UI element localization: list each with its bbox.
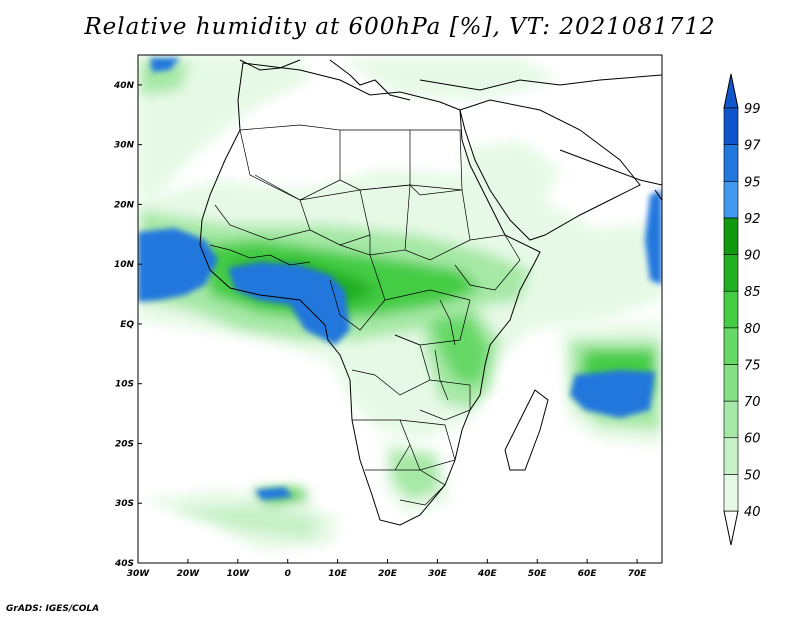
lon-tick-label: 30E [428, 569, 448, 579]
longitude-axis: 30W 20W 10W 0 10E 20E 30E 40E 50E 60E 70E [127, 559, 647, 579]
colorbar-segment [723, 180, 739, 219]
latitude-axis: 40N 30N 20N 10N EQ 10S 20S 30S 40S [113, 81, 142, 569]
map-title: Relative humidity at 600hPa [%], VT: 202… [84, 14, 716, 40]
colorbar-label: 97 [744, 139, 761, 154]
colorbar-label: 40 [744, 505, 761, 520]
colorbar-segment [723, 400, 739, 439]
colorbar-label: 80 [744, 322, 761, 337]
country-borders [209, 124, 521, 506]
colorbar-low-triangle [723, 510, 739, 546]
colorbar-label: 90 [744, 249, 761, 264]
lon-tick-label: 60E [578, 569, 598, 579]
lon-tick-label: 0 [285, 569, 291, 579]
lon-tick-label: 40E [477, 569, 498, 579]
lat-tick-label: 40N [113, 81, 135, 91]
lon-tick-label: 20E [378, 569, 398, 579]
colorbar-segment [723, 364, 739, 402]
colorbar-segment [723, 327, 739, 365]
plot-frame [137, 54, 663, 564]
lon-tick-label: 70E [628, 569, 648, 579]
lon-tick-label: 50E [528, 569, 548, 579]
lat-tick-label: 20N [114, 200, 135, 210]
colorbar-segment [723, 437, 739, 475]
lon-tick-label: 30W [127, 569, 151, 579]
lat-tick-label: 30N [114, 141, 135, 151]
colorbar-label: 85 [744, 285, 761, 300]
lat-tick-label: EQ [120, 320, 134, 330]
lat-tick-label: 10N [114, 260, 135, 270]
colorbar-label: 60 [744, 432, 761, 447]
colorbar-label: 50 [744, 468, 761, 483]
colorbar-label: 70 [744, 395, 761, 410]
lon-tick-label: 10W [227, 569, 251, 579]
colorbar-high-triangle [723, 73, 739, 109]
lat-tick-label: 30S [115, 499, 134, 509]
colorbar-segment [723, 474, 739, 512]
lat-tick-label: 40S [114, 559, 134, 569]
humidity-field [138, 55, 662, 550]
colorbar-label: 75 [744, 358, 761, 373]
colorbar-segment [723, 254, 739, 292]
colorbar-segment [723, 217, 739, 255]
colorbar-label: 92 [744, 212, 761, 227]
lon-tick-label: 10E [328, 569, 348, 579]
colorbar: 40 50 60 70 75 80 85 90 92 95 97 99 [723, 73, 761, 546]
colorbar-segment [723, 290, 739, 329]
lon-tick-label: 20W [177, 569, 201, 579]
colorbar-segment [723, 107, 739, 145]
colorbar-label: 95 [744, 175, 761, 190]
credit-text: GrADS: IGES/COLA [6, 604, 100, 614]
lat-tick-label: 20S [115, 439, 134, 449]
colorbar-segment [723, 144, 739, 182]
lat-tick-label: 10S [115, 380, 134, 390]
colorbar-label: 99 [744, 102, 761, 117]
